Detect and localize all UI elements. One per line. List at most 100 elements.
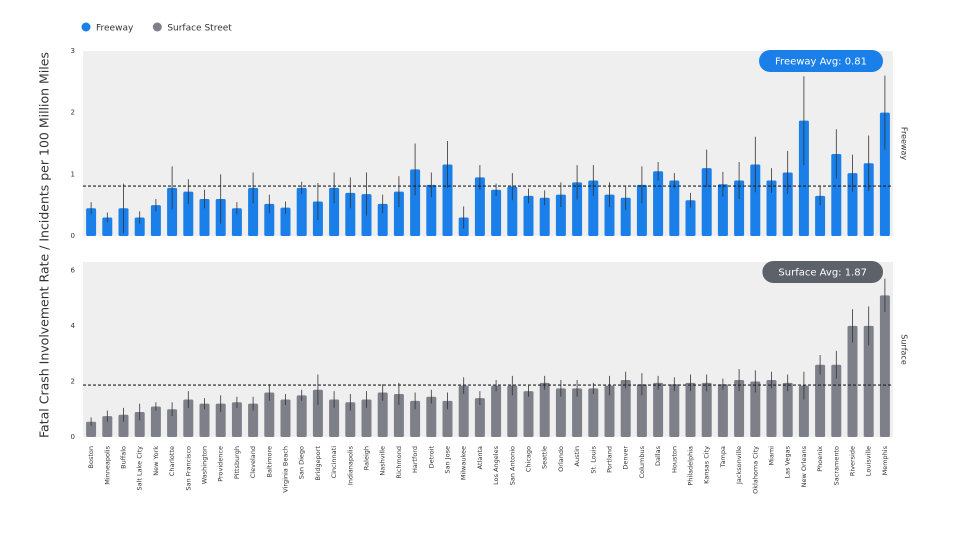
x-tick-label: Detroit: [427, 446, 435, 469]
x-tick-label: Providence: [217, 446, 225, 482]
x-tick-label: Louisville: [865, 446, 873, 476]
bar: [766, 380, 777, 437]
x-tick-label: Minneapolis: [103, 445, 111, 484]
facet-label: Surface: [900, 334, 909, 365]
bar: [102, 217, 113, 236]
x-tick-label: Chicago: [525, 446, 533, 472]
bar: [377, 203, 388, 236]
x-tick-label: Dallas: [654, 445, 662, 466]
bar: [329, 187, 340, 236]
x-tick-label: San Jose: [444, 446, 452, 474]
bar: [815, 195, 826, 236]
x-tick-label: Virginia Beach: [282, 446, 290, 493]
x-tick-label: Philadelphia: [687, 446, 695, 486]
bar: [750, 164, 761, 236]
bar: [248, 403, 259, 437]
bar: [491, 189, 502, 236]
bar: [539, 197, 550, 236]
bar: [231, 208, 242, 236]
average-badge: [762, 261, 883, 283]
bar: [572, 388, 583, 437]
x-tick-label: Pittsburgh: [233, 446, 241, 479]
bar: [134, 217, 145, 236]
x-tick-label: Miami: [768, 446, 776, 466]
bar: [847, 173, 858, 236]
legend-label: Surface Street: [167, 24, 232, 34]
bar: [685, 382, 696, 437]
y-tick-label: 4: [71, 322, 76, 330]
bar: [831, 364, 842, 437]
bar: [507, 186, 518, 236]
bar: [86, 421, 97, 437]
x-tick-label: Charlotte: [168, 446, 176, 476]
bar: [847, 325, 858, 437]
y-tick-label: 0: [71, 433, 75, 441]
bar: [588, 388, 599, 437]
average-badge: [759, 50, 883, 72]
bar: [750, 381, 761, 437]
bar: [345, 192, 356, 236]
bar: [701, 382, 712, 437]
bar: [426, 184, 437, 236]
x-tick-label: Boston: [87, 446, 95, 468]
x-tick-label: Nashville: [379, 446, 387, 476]
bar: [669, 180, 680, 236]
bar: [620, 380, 631, 437]
average-label: Freeway Avg: 0.81: [775, 57, 867, 68]
bar: [798, 120, 809, 236]
x-tick-label: Kansas City: [703, 446, 711, 484]
x-tick-label: New York: [152, 446, 160, 476]
bar: [604, 194, 615, 236]
bar: [653, 382, 664, 437]
x-tick-label: Washington: [201, 446, 209, 484]
bar: [879, 295, 890, 437]
bar: [442, 164, 453, 236]
bar: [361, 399, 372, 437]
bar: [636, 384, 647, 437]
bar: [393, 191, 404, 236]
y-tick-label: 1: [71, 170, 75, 178]
legend-marker: [152, 22, 162, 32]
legend-label: Freeway: [96, 24, 134, 34]
bar: [410, 169, 421, 236]
bar: [248, 187, 259, 236]
x-tick-label: St. Louis: [589, 445, 597, 473]
bar: [798, 385, 809, 437]
bar: [555, 388, 566, 437]
bar: [183, 399, 194, 437]
bar: [815, 364, 826, 437]
bar: [863, 163, 874, 236]
bar: [167, 187, 178, 236]
y-tick-label: 6: [71, 266, 76, 274]
bar: [442, 400, 453, 437]
y-tick-label: 0: [71, 232, 75, 240]
x-tick-label: Sacramento: [832, 446, 840, 485]
x-tick-label: Columbus: [638, 445, 646, 478]
x-tick-label: Baltimore: [265, 446, 273, 477]
x-tick-label: Las Vegas: [784, 445, 792, 478]
bar: [264, 203, 275, 236]
bar: [782, 172, 793, 236]
facet-label: Freeway: [900, 127, 909, 160]
bar: [523, 195, 534, 236]
bar: [701, 168, 712, 236]
x-tick-label: Cleveland: [249, 446, 257, 478]
y-tick-label: 3: [71, 47, 75, 55]
x-tick-label: Oklahoma City: [751, 446, 759, 494]
bar: [118, 414, 129, 437]
bar: [507, 385, 518, 437]
x-tick-label: Milwaukee: [460, 446, 468, 480]
bar: [296, 187, 307, 236]
x-tick-label: Orlando: [557, 446, 565, 472]
bar: [199, 403, 210, 437]
average-label: Surface Avg: 1.87: [778, 268, 867, 279]
x-tick-label: Cincinnati: [330, 446, 338, 479]
bar: [669, 384, 680, 437]
bar: [734, 180, 745, 236]
x-tick-label: Memphis: [881, 445, 889, 475]
bar: [734, 380, 745, 437]
bar: [685, 200, 696, 236]
x-tick-label: Los Angeles: [492, 445, 500, 484]
y-tick-label: 2: [71, 109, 75, 117]
bar: [231, 402, 242, 437]
